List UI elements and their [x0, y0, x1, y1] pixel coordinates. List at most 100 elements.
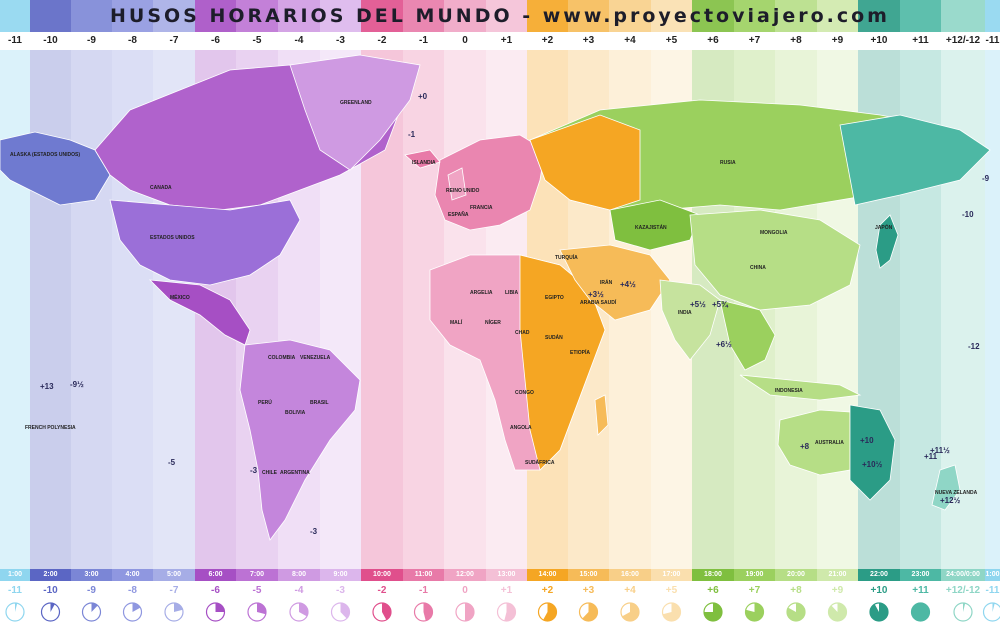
- clock-fill: [787, 603, 805, 621]
- zone-local-time: 19:00: [734, 569, 775, 581]
- map-offset-o95: -9½: [70, 380, 84, 389]
- clock-icon: [578, 602, 599, 622]
- map-offset-o0: +0: [418, 92, 428, 101]
- map-label-chad: CHAD: [515, 330, 530, 336]
- map-label-egypt: EGIPTO: [545, 295, 564, 301]
- title-band-segment: [486, 0, 527, 32]
- map-label-bolivia: BOLIVIA: [285, 410, 306, 416]
- clock-icon: [413, 602, 434, 622]
- landmass: [689, 209, 861, 311]
- title-band-segment: [568, 0, 609, 32]
- clock-icon: [869, 602, 889, 622]
- clock-row: [5, 602, 1000, 622]
- zone-local-time: 5:00: [153, 569, 195, 581]
- zone-offset-label-bottom: -11: [8, 585, 22, 596]
- clock-icon: [205, 602, 226, 622]
- map-label-kazakhstan: KAZAJISTÁN: [635, 225, 667, 231]
- map-offset-o11: +11: [924, 452, 938, 461]
- zone-offset-label: +3: [582, 35, 595, 46]
- clock-fill: [91, 603, 98, 612]
- clock-fill: [504, 603, 516, 621]
- zone-offset-label-bottom: +3: [582, 585, 595, 596]
- clock-icon: [330, 602, 351, 622]
- title-band-segment: [775, 0, 817, 32]
- clock-icon: [289, 602, 309, 622]
- landmass: [594, 394, 609, 436]
- map-offset-o12: -12: [968, 342, 980, 351]
- clock-icon: [953, 602, 973, 622]
- clock-face: [982, 602, 1000, 622]
- clock-fill: [132, 603, 141, 612]
- zone-offset-label-bottom: -4: [294, 585, 304, 596]
- map-label-indonesia: INDONESIA: [775, 388, 803, 394]
- zone-local-time: 1:00: [0, 569, 30, 581]
- map-offset-o5: -5: [168, 458, 176, 467]
- clock-fill: [828, 603, 847, 621]
- zone-local-time: 12:00: [444, 569, 486, 581]
- clock-icon: [455, 602, 475, 622]
- zone-offset-label: +1: [500, 35, 513, 46]
- zone-offset-label: +6: [707, 35, 719, 46]
- map-label-alaska: ALASKA (ESTADOS UNIDOS): [10, 152, 80, 158]
- clock-icon: [372, 602, 392, 622]
- zone-offset-label: -1: [419, 35, 428, 46]
- clock-icon: [786, 602, 806, 622]
- zone-band: [30, 32, 71, 569]
- zone-local-time: 16:00: [609, 569, 651, 581]
- clock-fill: [911, 603, 930, 621]
- zone-local-time: 24:00/0:00: [941, 569, 985, 581]
- map-label-brasil: BRASIL: [310, 400, 329, 406]
- clock-fill: [745, 603, 764, 621]
- zone-local-time: 3:00: [71, 569, 112, 581]
- zone-offset-label: +11: [912, 35, 929, 46]
- map-label-french-polynesia: FRENCH POLYNESIA: [25, 425, 76, 431]
- zone-local-time: 17:00: [651, 569, 692, 581]
- zone-offset-label: -7: [169, 35, 179, 46]
- title-band-segment: [817, 0, 858, 32]
- map-offset-o3a: -3: [250, 466, 258, 475]
- zone-offset-label: -6: [211, 35, 220, 46]
- zone-local-time: 14:00: [527, 569, 568, 581]
- map-offset-o10b: -10: [962, 210, 974, 219]
- zone-offset-label-bottom: +4: [624, 585, 636, 596]
- map-label-mongolia: MONGOLIA: [760, 230, 788, 236]
- landmass: [931, 464, 961, 511]
- landmass: [609, 199, 701, 251]
- landmass: [434, 134, 546, 231]
- landmass: [529, 114, 641, 211]
- zone-offset-label-bottom: -3: [336, 585, 345, 596]
- clock-fill: [15, 603, 18, 612]
- title-band-segment: [0, 0, 30, 32]
- map-offset-o8: +8: [800, 442, 810, 451]
- landmass: [559, 244, 671, 321]
- landmass: [0, 131, 111, 206]
- clock-icon: [5, 602, 25, 622]
- zone-local-time: 7:00: [236, 569, 278, 581]
- clock-fill: [174, 603, 183, 612]
- title-band-segment: [361, 0, 403, 32]
- title-band-segment: [858, 0, 900, 32]
- title-band-segment: [112, 0, 153, 32]
- clock-icon: [910, 602, 931, 622]
- zone-offset-label: +9: [831, 35, 844, 46]
- map-offset-o125: +12½: [940, 496, 961, 505]
- clock-icon: [661, 602, 682, 622]
- zone-offset-label: -11: [985, 35, 1000, 46]
- map-label-peru: PERÚ: [258, 400, 272, 406]
- title-band-segment: [734, 0, 775, 32]
- zone-local-time: 21:00: [817, 569, 858, 581]
- zone-offset-label: -8: [128, 35, 137, 46]
- clock-icon: [537, 602, 558, 622]
- clock-icon: [744, 602, 765, 622]
- map-label-new-zealand: NUEVA ZELANDA: [935, 490, 978, 496]
- zone-offset-label-bottom: +9: [831, 585, 844, 596]
- map-label-argentina: ARGENTINA: [280, 470, 310, 476]
- zone-local-time: 22:00: [858, 569, 900, 581]
- clock-fill: [543, 603, 557, 621]
- zone-offset-label: +10: [870, 35, 888, 46]
- map-offset-o10: +10: [860, 436, 874, 445]
- title-band-segment: [692, 0, 734, 32]
- title-band-segment: [236, 0, 278, 32]
- clock-icon: [81, 602, 102, 622]
